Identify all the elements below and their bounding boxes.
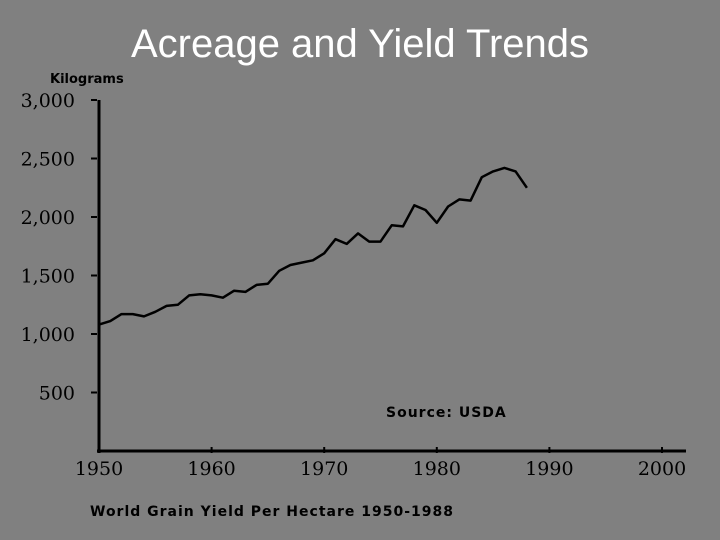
series-line (98, 166, 528, 326)
y-axis: 3,000 2,500 2,000 1,500 1,000 500 (21, 90, 101, 453)
y-tick-label: 2,500 (21, 149, 75, 171)
x-tick-label: 1970 (300, 458, 348, 480)
x-tick-label: 1980 (413, 458, 461, 480)
y-unit-label: Kilograms (50, 72, 124, 87)
source-label: Source: USDA (386, 405, 507, 421)
y-tick-label: 3,000 (21, 90, 75, 112)
slide-title: Acreage and Yield Trends (130, 22, 590, 66)
x-tick-label: 2000 (638, 458, 686, 480)
y-tick-label: 1,500 (21, 266, 75, 288)
chart-caption: World Grain Yield Per Hectare 1950-1988 (90, 504, 454, 520)
x-tick-label: 1960 (187, 458, 235, 480)
x-tick-label: 1950 (75, 458, 123, 480)
series-group (98, 166, 528, 326)
y-tick-label: 2,000 (21, 207, 75, 229)
x-tick-label: 1990 (525, 458, 573, 480)
y-tick-label: 500 (39, 383, 75, 405)
x-axis: 1950 1960 1970 1980 1990 2000 (75, 447, 686, 480)
y-tick-label: 1,000 (21, 324, 75, 346)
